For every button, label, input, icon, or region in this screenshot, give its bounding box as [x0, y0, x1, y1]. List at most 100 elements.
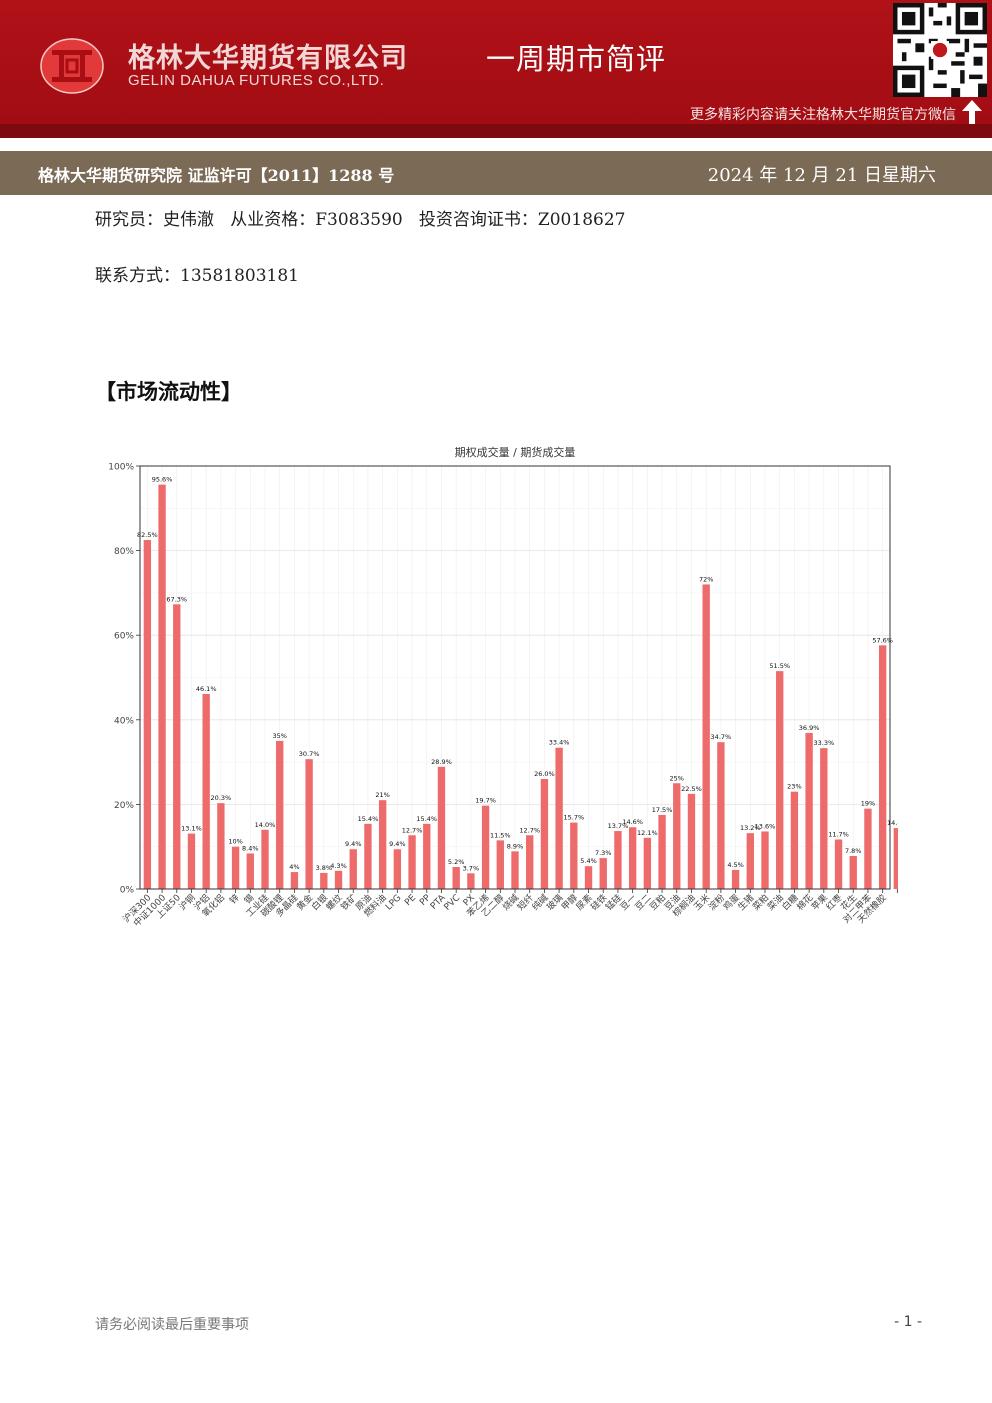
bar: [187, 833, 196, 889]
bar: [717, 742, 725, 889]
bar-value-label: 15.4%: [416, 815, 437, 823]
y-tick-label: 60%: [114, 632, 134, 642]
bar-value-label: 11.5%: [490, 831, 511, 839]
bar: [452, 867, 460, 889]
bar-value-label: 15.4%: [358, 815, 379, 823]
bar-value-label: 3.8%: [316, 864, 333, 872]
bar: [261, 829, 269, 889]
bar-value-label: 12.1%: [637, 829, 658, 837]
x-tick-label: PE: [403, 893, 418, 908]
bar-value-label: 14.0%: [255, 821, 276, 829]
bar: [555, 747, 563, 889]
bar: [334, 870, 343, 889]
qr-code-icon[interactable]: [893, 3, 987, 97]
bar: [864, 808, 872, 889]
y-tick-label: 0%: [120, 886, 135, 896]
page-number: - 1 -: [894, 1314, 922, 1330]
bar-value-label: 7.8%: [845, 847, 862, 855]
option-futures-volume-ratio-chart: 期权成交量 / 期货成交量0%20%40%60%80%100%82.5%沪深30…: [108, 445, 898, 929]
bar-value-label: 10%: [228, 838, 242, 846]
bar: [202, 693, 210, 889]
bar: [158, 484, 166, 889]
bar: [834, 839, 843, 889]
section-title: 【市场流动性】: [95, 380, 242, 404]
bar: [599, 858, 607, 889]
bar-value-label: 5.2%: [448, 858, 465, 866]
company-name-en: GELIN DAHUA FUTURES CO.,LTD.: [128, 72, 385, 89]
x-tick-label: 锌: [227, 892, 242, 907]
bar: [673, 783, 681, 889]
bar: [246, 853, 254, 889]
bar-value-label: 9.4%: [389, 840, 406, 848]
up-arrow-icon: [962, 100, 982, 124]
bar-value-label: 35%: [272, 732, 286, 740]
institute-license: 格林大华期货研究院 证监许可【2011】1288 号: [38, 166, 395, 185]
bar: [628, 827, 637, 889]
bar-value-label: 13.2%: [740, 824, 761, 832]
bar: [614, 831, 622, 889]
company-name-cn: 格林大华期货有限公司: [128, 43, 408, 74]
bar: [643, 837, 652, 889]
bar: [290, 872, 299, 889]
header-banner: [0, 0, 992, 138]
bar: [408, 835, 416, 889]
bar: [540, 779, 549, 889]
bar: [276, 740, 284, 889]
y-tick-label: 100%: [108, 463, 134, 473]
bar: [423, 823, 431, 889]
plot-border: [139, 465, 891, 890]
chart-title: 期权成交量 / 期货成交量: [455, 445, 576, 459]
info-bar: [0, 151, 992, 195]
bar-value-label: 4.3%: [330, 862, 347, 870]
bar: [805, 732, 813, 889]
bar: [878, 645, 887, 889]
bar-value-label: 5.4%: [580, 857, 597, 865]
follow-wechat-text: 更多精彩内容请关注格林大华期货官方微信: [690, 107, 956, 123]
researcher-info: 研究员：史伟澈 从业资格：F3083590 投资咨询证书：Z0018627: [95, 210, 626, 230]
bar-value-label: 8.4%: [242, 844, 259, 852]
y-tick-label: 40%: [114, 716, 134, 726]
bar-value-label: 13.7%: [608, 822, 629, 830]
bar-value-label: 13.1%: [181, 825, 202, 833]
bar-value-label: 28.9%: [431, 758, 452, 766]
bar-value-label: 13.6%: [755, 822, 776, 830]
bar-value-label: 19.7%: [475, 797, 496, 805]
bar-value-label: 34.7%: [711, 733, 732, 741]
bar-value-label: 14.4%: [887, 819, 898, 827]
bar-value-label: 36.9%: [799, 724, 820, 732]
bar-value-label: 21%: [375, 791, 389, 799]
bar-value-label: 17.5%: [652, 806, 673, 814]
y-tick-label: 80%: [114, 547, 134, 557]
bar: [143, 540, 152, 889]
bar: [481, 805, 490, 889]
bar: [496, 840, 504, 889]
bar: [790, 791, 799, 889]
bar: [305, 759, 313, 889]
bar-value-label: 30.7%: [299, 750, 320, 758]
company-logo-icon: [40, 38, 104, 94]
bar: [364, 823, 372, 889]
bar: [687, 793, 696, 889]
bar: [820, 748, 828, 889]
bar-value-label: 51.5%: [769, 662, 790, 670]
bar-value-label: 23%: [787, 783, 801, 791]
bar-value-label: 25%: [670, 774, 684, 782]
bar: [437, 766, 446, 889]
bar-value-label: 67.3%: [166, 595, 187, 603]
bar: [893, 828, 898, 889]
bar-value-label: 19%: [861, 800, 875, 808]
bar: [776, 671, 784, 889]
bar-value-label: 14.6%: [622, 818, 643, 826]
bar: [173, 604, 181, 889]
x-tick-label: PVC: [443, 893, 463, 913]
bar-value-label: 7.3%: [595, 849, 612, 857]
bar: [393, 849, 402, 889]
bar: [849, 856, 857, 889]
bar-value-label: 82.5%: [137, 531, 158, 539]
bar-value-label: 95.6%: [152, 476, 173, 484]
bar: [320, 872, 328, 889]
footer-disclaimer: 请务必阅读最后重要事项: [95, 1317, 249, 1333]
bar-value-label: 15.7%: [563, 814, 584, 822]
bar: [349, 849, 357, 889]
report-title: 一周期市简评: [486, 42, 667, 76]
